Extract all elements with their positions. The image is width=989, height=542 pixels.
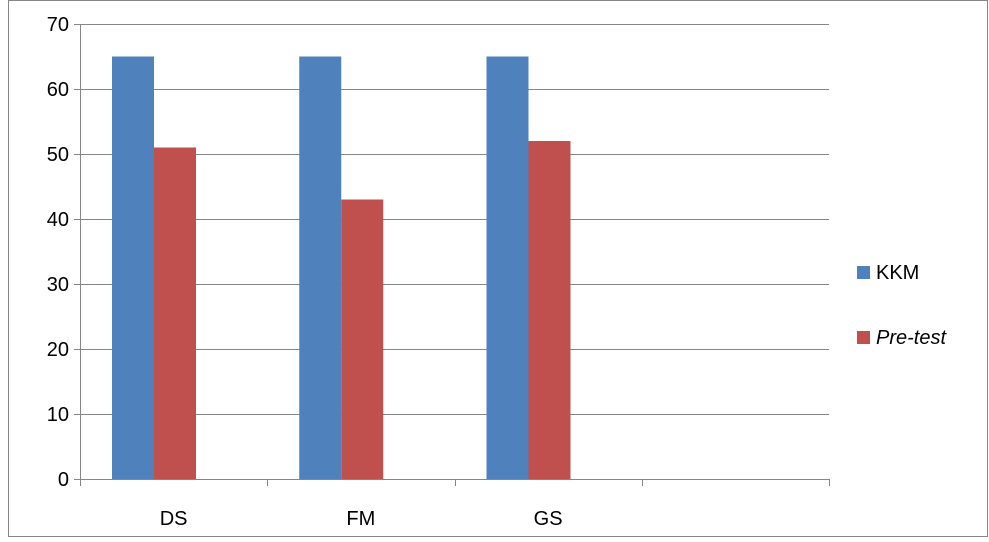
legend-label: Pre-test bbox=[876, 327, 947, 349]
bar-pre-test-fm bbox=[341, 199, 384, 479]
bars bbox=[112, 56, 571, 479]
bar-kkm-ds bbox=[112, 56, 154, 479]
bar-pre-test-ds bbox=[154, 147, 196, 479]
bar-kkm-gs bbox=[486, 56, 529, 479]
y-tick-label: 10 bbox=[47, 404, 69, 426]
x-tick-label: FM bbox=[346, 508, 375, 530]
y-tick-label: 30 bbox=[47, 274, 69, 296]
legend-swatch bbox=[857, 331, 870, 344]
gridlines bbox=[80, 24, 829, 415]
axes bbox=[74, 24, 830, 486]
y-tick-label: 60 bbox=[47, 79, 69, 101]
legend-label: KKM bbox=[876, 262, 919, 284]
y-tick-label: 50 bbox=[47, 144, 69, 166]
legend-swatch bbox=[857, 266, 870, 279]
x-tick-label: GS bbox=[534, 508, 563, 530]
y-tick-label: 40 bbox=[47, 209, 69, 231]
x-tick-label: DS bbox=[160, 508, 188, 530]
y-tick-label: 20 bbox=[47, 339, 69, 361]
legend: KKM Pre-test bbox=[857, 262, 947, 349]
y-tick-label: 0 bbox=[58, 469, 69, 491]
bar-pre-test-gs bbox=[528, 141, 571, 479]
y-tick-label: 70 bbox=[47, 14, 69, 36]
bar-kkm-fm bbox=[299, 56, 342, 479]
tick-labels: 0 10 20 30 40 50 60 70 DS FM GS bbox=[47, 14, 563, 530]
